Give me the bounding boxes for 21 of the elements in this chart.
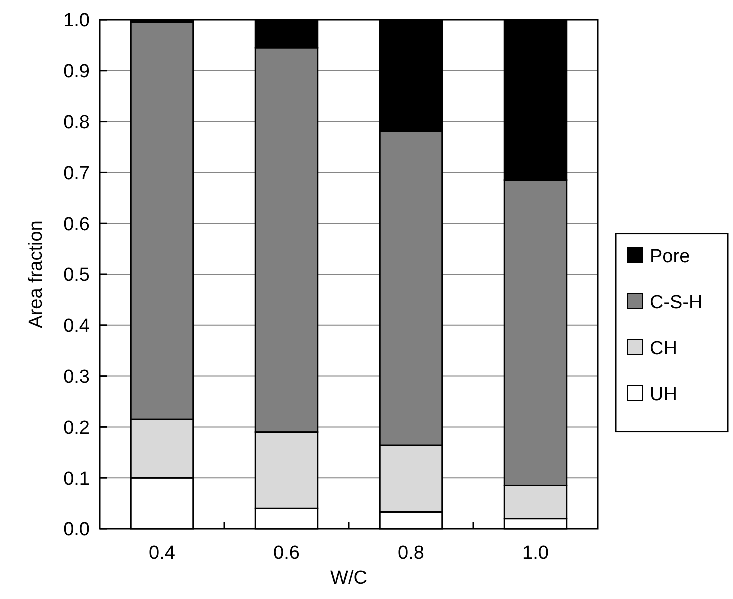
legend-label: UH xyxy=(650,384,678,406)
y-tick-label: 1.0 xyxy=(64,10,90,32)
legend-label: C-S-H xyxy=(650,292,703,314)
x-tick-label: 1.0 xyxy=(522,543,549,564)
y-tick-label: 0.8 xyxy=(64,112,90,134)
x-tick-label: 0.4 xyxy=(149,543,176,564)
y-tick-label: 0.9 xyxy=(64,62,90,83)
x-tick-label: 0.8 xyxy=(398,543,424,564)
y-tick-label: 0.1 xyxy=(64,468,90,490)
y-tick-label: 0.3 xyxy=(64,366,90,388)
x-tick-label: 0.6 xyxy=(274,543,300,564)
x-axis-title: W/C xyxy=(330,568,368,589)
y-axis-title: Area fraction xyxy=(26,220,47,328)
legend-label: CH xyxy=(650,338,678,360)
legend-label: Pore xyxy=(650,246,690,268)
y-tick-label: 0.0 xyxy=(64,520,90,541)
y-tick-label: 0.4 xyxy=(64,316,90,338)
y-tick-label: 0.6 xyxy=(64,214,90,236)
y-tick-label: 0.5 xyxy=(64,265,90,286)
y-tick-label: 0.2 xyxy=(64,418,90,439)
y-tick-label: 0.7 xyxy=(64,163,90,184)
